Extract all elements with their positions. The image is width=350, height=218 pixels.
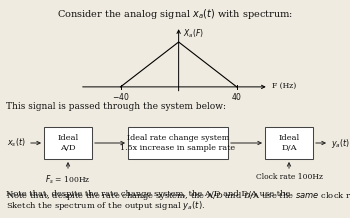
Text: F (Hz): F (Hz): [272, 82, 296, 90]
Text: Ideal
D/A: Ideal D/A: [278, 134, 300, 152]
Text: $X_a(F)$: $X_a(F)$: [183, 27, 204, 40]
Bar: [128, 127, 228, 159]
Text: Note that, despite the rate change system, the A/D and D/A use the $\mathit{same: Note that, despite the rate change syste…: [6, 190, 350, 202]
Text: $y_a(t)$: $y_a(t)$: [331, 136, 350, 150]
Text: Consider the analog signal $x_a(t)$ with spectrum:: Consider the analog signal $x_a(t)$ with…: [57, 7, 293, 21]
Text: This signal is passed through the system below:: This signal is passed through the system…: [6, 102, 226, 111]
Text: Sketch the spectrum of the output signal $y_a(t)$.: Sketch the spectrum of the output signal…: [6, 199, 205, 212]
Bar: [265, 127, 313, 159]
Text: Ideal
A/D: Ideal A/D: [57, 134, 79, 152]
Text: Note that, despite the rate change system, the A/D and D/A use the: Note that, despite the rate change syste…: [6, 190, 293, 198]
Text: Clock rate 100Hz: Clock rate 100Hz: [256, 173, 322, 181]
Text: $40$: $40$: [231, 91, 242, 102]
Text: Ideal rate change system
1.5x increase in sample rate: Ideal rate change system 1.5x increase i…: [120, 134, 236, 152]
Text: $x_s(t)$: $x_s(t)$: [7, 137, 26, 149]
Text: $F_s$ = 100Hz: $F_s$ = 100Hz: [45, 173, 91, 186]
Bar: [44, 127, 92, 159]
Text: $-40$: $-40$: [112, 91, 130, 102]
